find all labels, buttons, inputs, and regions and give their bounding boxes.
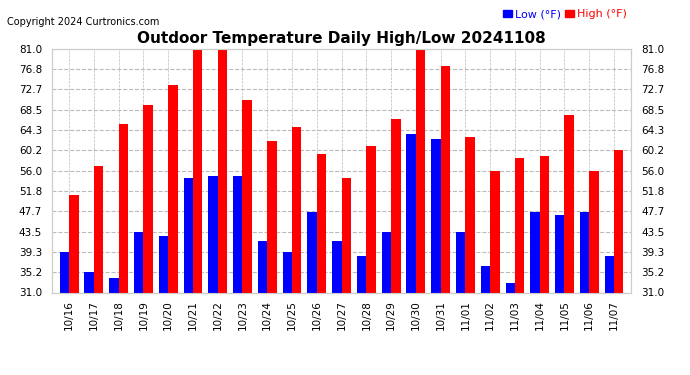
- Bar: [159, 237, 168, 292]
- Bar: [208, 176, 218, 292]
- Bar: [431, 139, 441, 292]
- Bar: [258, 242, 267, 292]
- Bar: [531, 212, 540, 292]
- Bar: [134, 231, 144, 292]
- Bar: [366, 146, 376, 292]
- Bar: [406, 134, 416, 292]
- Bar: [292, 127, 302, 292]
- Legend: Low (°F), High (°F): Low (°F), High (°F): [499, 5, 631, 24]
- Bar: [441, 66, 450, 292]
- Bar: [144, 105, 152, 292]
- Bar: [59, 252, 69, 292]
- Bar: [416, 49, 425, 292]
- Bar: [604, 256, 614, 292]
- Bar: [84, 272, 94, 292]
- Bar: [580, 212, 589, 292]
- Bar: [391, 119, 400, 292]
- Bar: [168, 86, 177, 292]
- Bar: [614, 150, 624, 292]
- Bar: [242, 100, 252, 292]
- Bar: [342, 178, 351, 292]
- Text: Copyright 2024 Curtronics.com: Copyright 2024 Curtronics.com: [7, 17, 159, 27]
- Bar: [94, 166, 104, 292]
- Bar: [506, 283, 515, 292]
- Bar: [564, 115, 574, 292]
- Bar: [119, 124, 128, 292]
- Bar: [456, 231, 465, 292]
- Bar: [481, 266, 490, 292]
- Bar: [267, 141, 277, 292]
- Bar: [184, 178, 193, 292]
- Bar: [382, 231, 391, 292]
- Bar: [317, 154, 326, 292]
- Title: Outdoor Temperature Daily High/Low 20241108: Outdoor Temperature Daily High/Low 20241…: [137, 31, 546, 46]
- Bar: [465, 136, 475, 292]
- Bar: [109, 278, 119, 292]
- Bar: [589, 171, 599, 292]
- Bar: [490, 171, 500, 292]
- Bar: [193, 49, 202, 292]
- Bar: [332, 242, 342, 292]
- Bar: [540, 156, 549, 292]
- Bar: [233, 176, 242, 292]
- Bar: [307, 212, 317, 292]
- Bar: [515, 158, 524, 292]
- Bar: [69, 195, 79, 292]
- Bar: [283, 252, 292, 292]
- Bar: [555, 214, 564, 292]
- Bar: [218, 49, 227, 292]
- Bar: [357, 256, 366, 292]
